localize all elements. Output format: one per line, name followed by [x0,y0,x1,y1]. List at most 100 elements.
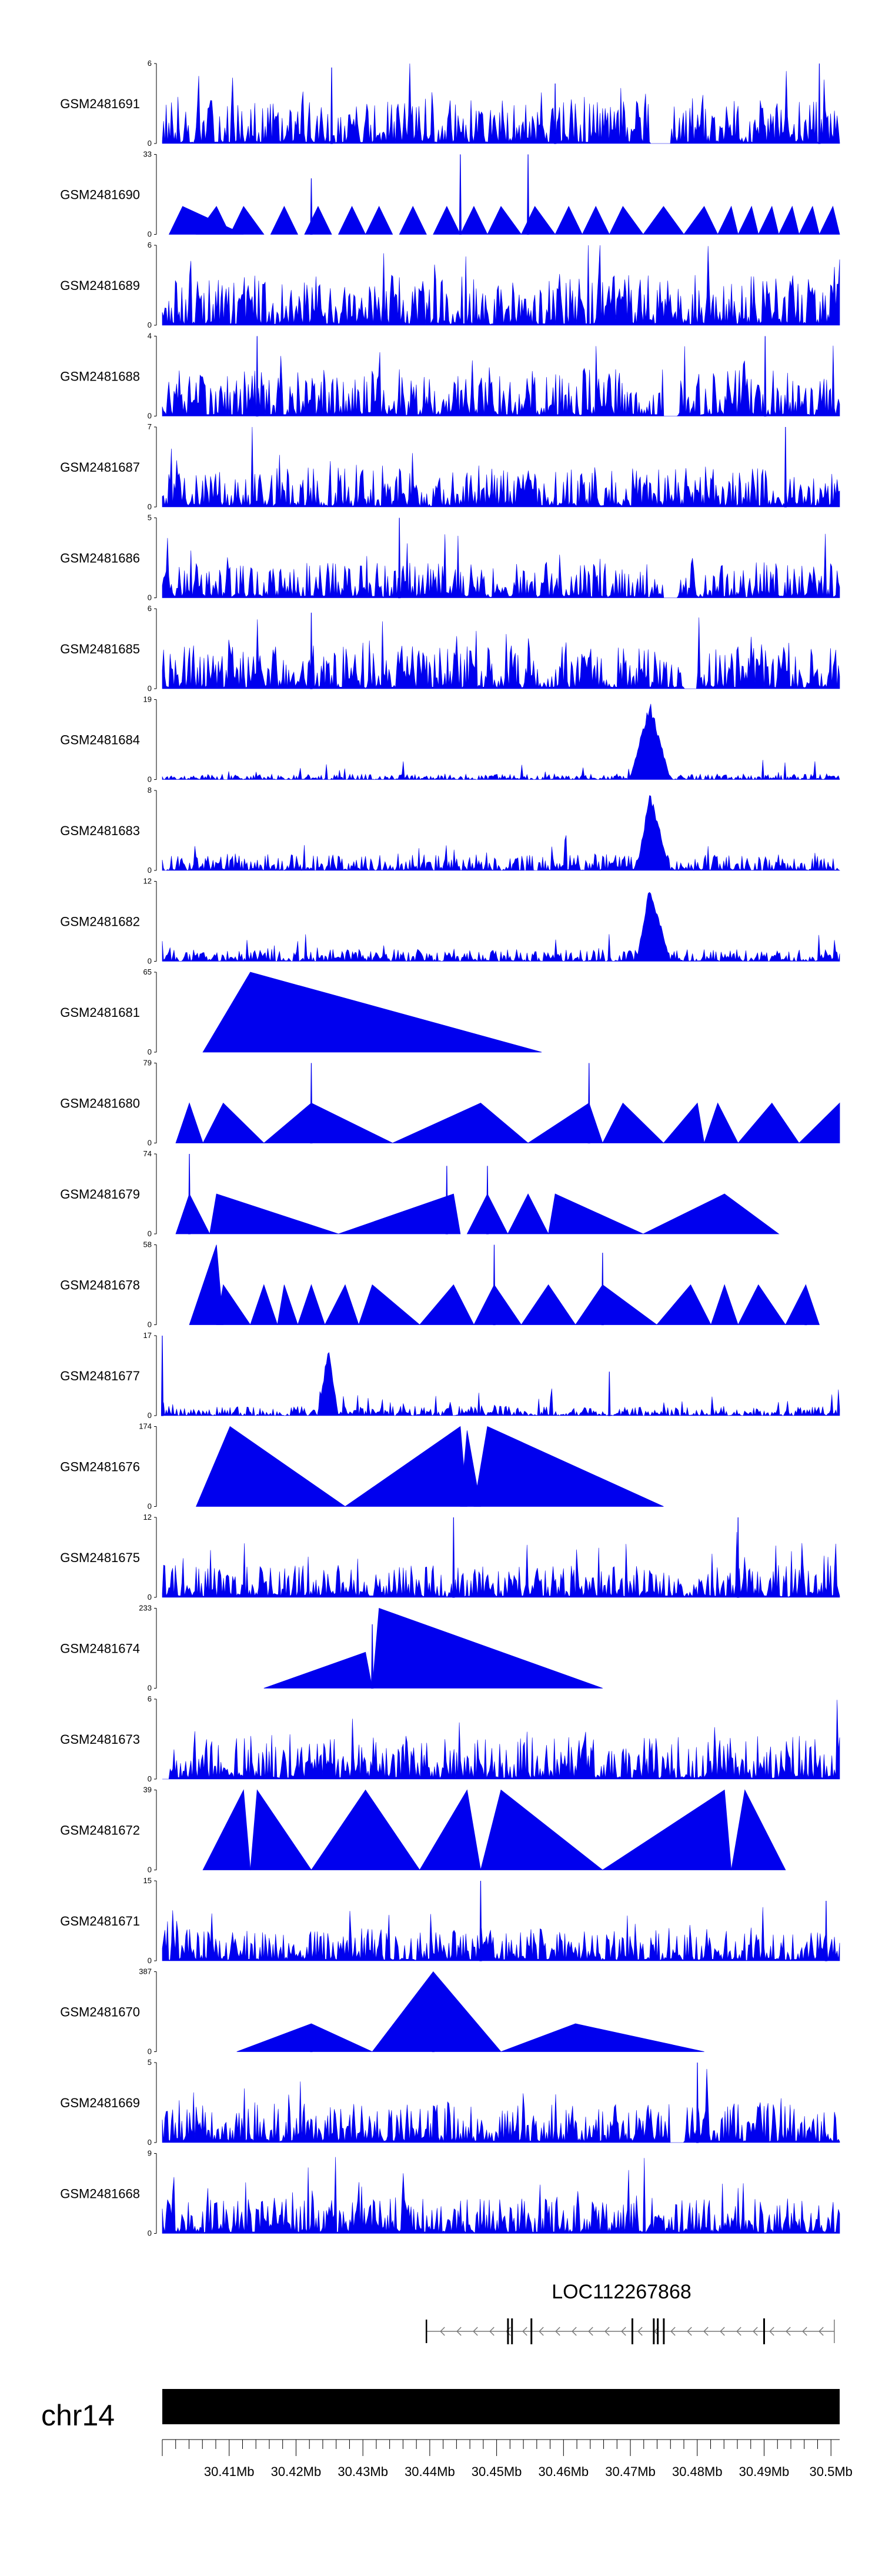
track-label: GSM2481681 [60,1005,140,1020]
coverage-spike [804,1284,807,1326]
coverage-area [162,1907,840,1961]
coverage-spike [310,612,313,689]
coverage-peak [270,205,299,235]
track-label: GSM2481689 [60,278,140,293]
coverage-peak [358,1284,420,1325]
y-tick-max-label: 6 [148,241,152,249]
y-tick-max-label: 12 [143,877,152,886]
y-tick-max-label: 5 [148,513,152,522]
track-label: GSM2481675 [60,1550,140,1565]
coverage-peak [175,1193,211,1234]
coverage-spike [608,1372,611,1416]
strand-arrow [769,2327,774,2336]
coverage-spike [601,1253,604,1326]
coverage-area [162,703,840,780]
y-tick-min-label: 0 [148,321,152,329]
exon-mark [653,2318,655,2344]
coverage-peak [460,205,488,235]
coverage-spike [459,154,462,235]
coverage-peak [202,1789,251,1870]
coverage-peak [473,1284,522,1325]
y-tick-max-label: 74 [143,1149,152,1158]
y-tick-min-label: 0 [148,1593,152,1601]
track-label: GSM2481684 [60,733,140,748]
coverage-peak [582,205,610,235]
y-tick-min-label: 0 [148,1320,152,1329]
chromosome-ideogram [162,2389,840,2424]
track-gsm2481691: GSM2481691 6 0 [60,59,840,148]
track-gsm2481688: GSM2481688 4 0 [60,332,840,421]
coverage-peak [236,2023,373,2052]
exon-mark [657,2318,659,2344]
coverage-peak [574,1284,658,1325]
coverage-peak [344,1426,467,1507]
coverage-peak [263,1103,393,1143]
coverage-spike [256,336,259,417]
axis-tick-label: 30.49Mb [739,2464,790,2479]
coverage-spike [188,1153,191,1234]
track-label: GSM2481690 [60,188,140,202]
axis-tick-label: 30.43Mb [338,2464,388,2479]
coverage-peak [195,206,230,235]
y-tick-max-label: 17 [143,1331,152,1340]
y-tick-max-label: 6 [148,1694,152,1703]
coverage-spike [310,1063,313,1144]
coverage-peak [372,1607,603,1689]
coverage-spike [310,2023,313,2053]
coverage-peak [372,1971,502,2052]
coverage-peak [737,205,759,235]
strand-arrow [818,2327,824,2336]
track-gsm2481674: GSM2481674 233 0 [60,1604,603,1693]
track-label: GSM2481685 [60,642,140,656]
y-tick-max-label: 33 [143,150,152,159]
coverage-peak [520,1284,576,1325]
y-tick-max-label: 5 [148,2058,152,2067]
strand-arrow [473,2327,478,2336]
track-label: GSM2481677 [60,1369,140,1383]
coverage-peak [731,1789,786,1870]
coverage-peak [250,1789,312,1870]
axis-tick-label: 30.42Mb [271,2464,322,2479]
y-tick-min-label: 0 [148,230,152,239]
y-tick-min-label: 0 [148,2138,152,2147]
coverage-area [162,63,840,144]
coverage-peak [480,1789,603,1870]
track-gsm2481682: GSM2481682 12 0 [60,877,840,966]
track-label: GSM2481674 [60,1641,140,1656]
coverage-peak [433,205,461,235]
coverage-tracks: GSM248169160GSM2481690330GSM248168960GSM… [60,59,841,2238]
track-gsm2481673: GSM2481673 6 0 [60,1694,840,1783]
y-tick-max-label: 6 [148,604,152,613]
coverage-peak [175,1102,203,1143]
strand-arrow [440,2327,445,2336]
chromosome-label: chr14 [41,2399,115,2432]
coverage-area [162,617,840,689]
coverage-peak [737,1284,786,1325]
y-tick-min-label: 0 [148,2229,152,2238]
coverage-peak [202,1102,265,1143]
coverage-peak [704,1102,739,1143]
coverage-peak [798,1102,840,1143]
coverage-spike [161,1335,164,1416]
coverage-spike [398,518,401,599]
strand-arrow [753,2327,758,2336]
coverage-peak [365,205,393,235]
coverage-spike [493,1244,496,1326]
axis-tick-label: 30.48Mb [672,2464,723,2479]
coverage-peak [656,1284,711,1325]
gene-label: LOC112267868 [552,2281,691,2303]
coverage-area [162,795,841,872]
exon-mark [631,2318,633,2344]
coverage-spike [764,336,767,417]
coverage-peak [277,1284,298,1325]
y-tick-min-label: 0 [148,1956,152,1965]
exon-mark [507,2318,509,2344]
y-tick-min-label: 0 [148,593,152,602]
track-gsm2481680: GSM2481680 79 0 [60,1059,840,1147]
y-tick-max-label: 4 [148,332,152,341]
y-tick-max-label: 58 [143,1240,152,1249]
y-tick-min-label: 0 [148,412,152,421]
track-gsm2481671: GSM2481671 15 0 [60,1876,840,1965]
coverage-peak [263,1651,373,1689]
